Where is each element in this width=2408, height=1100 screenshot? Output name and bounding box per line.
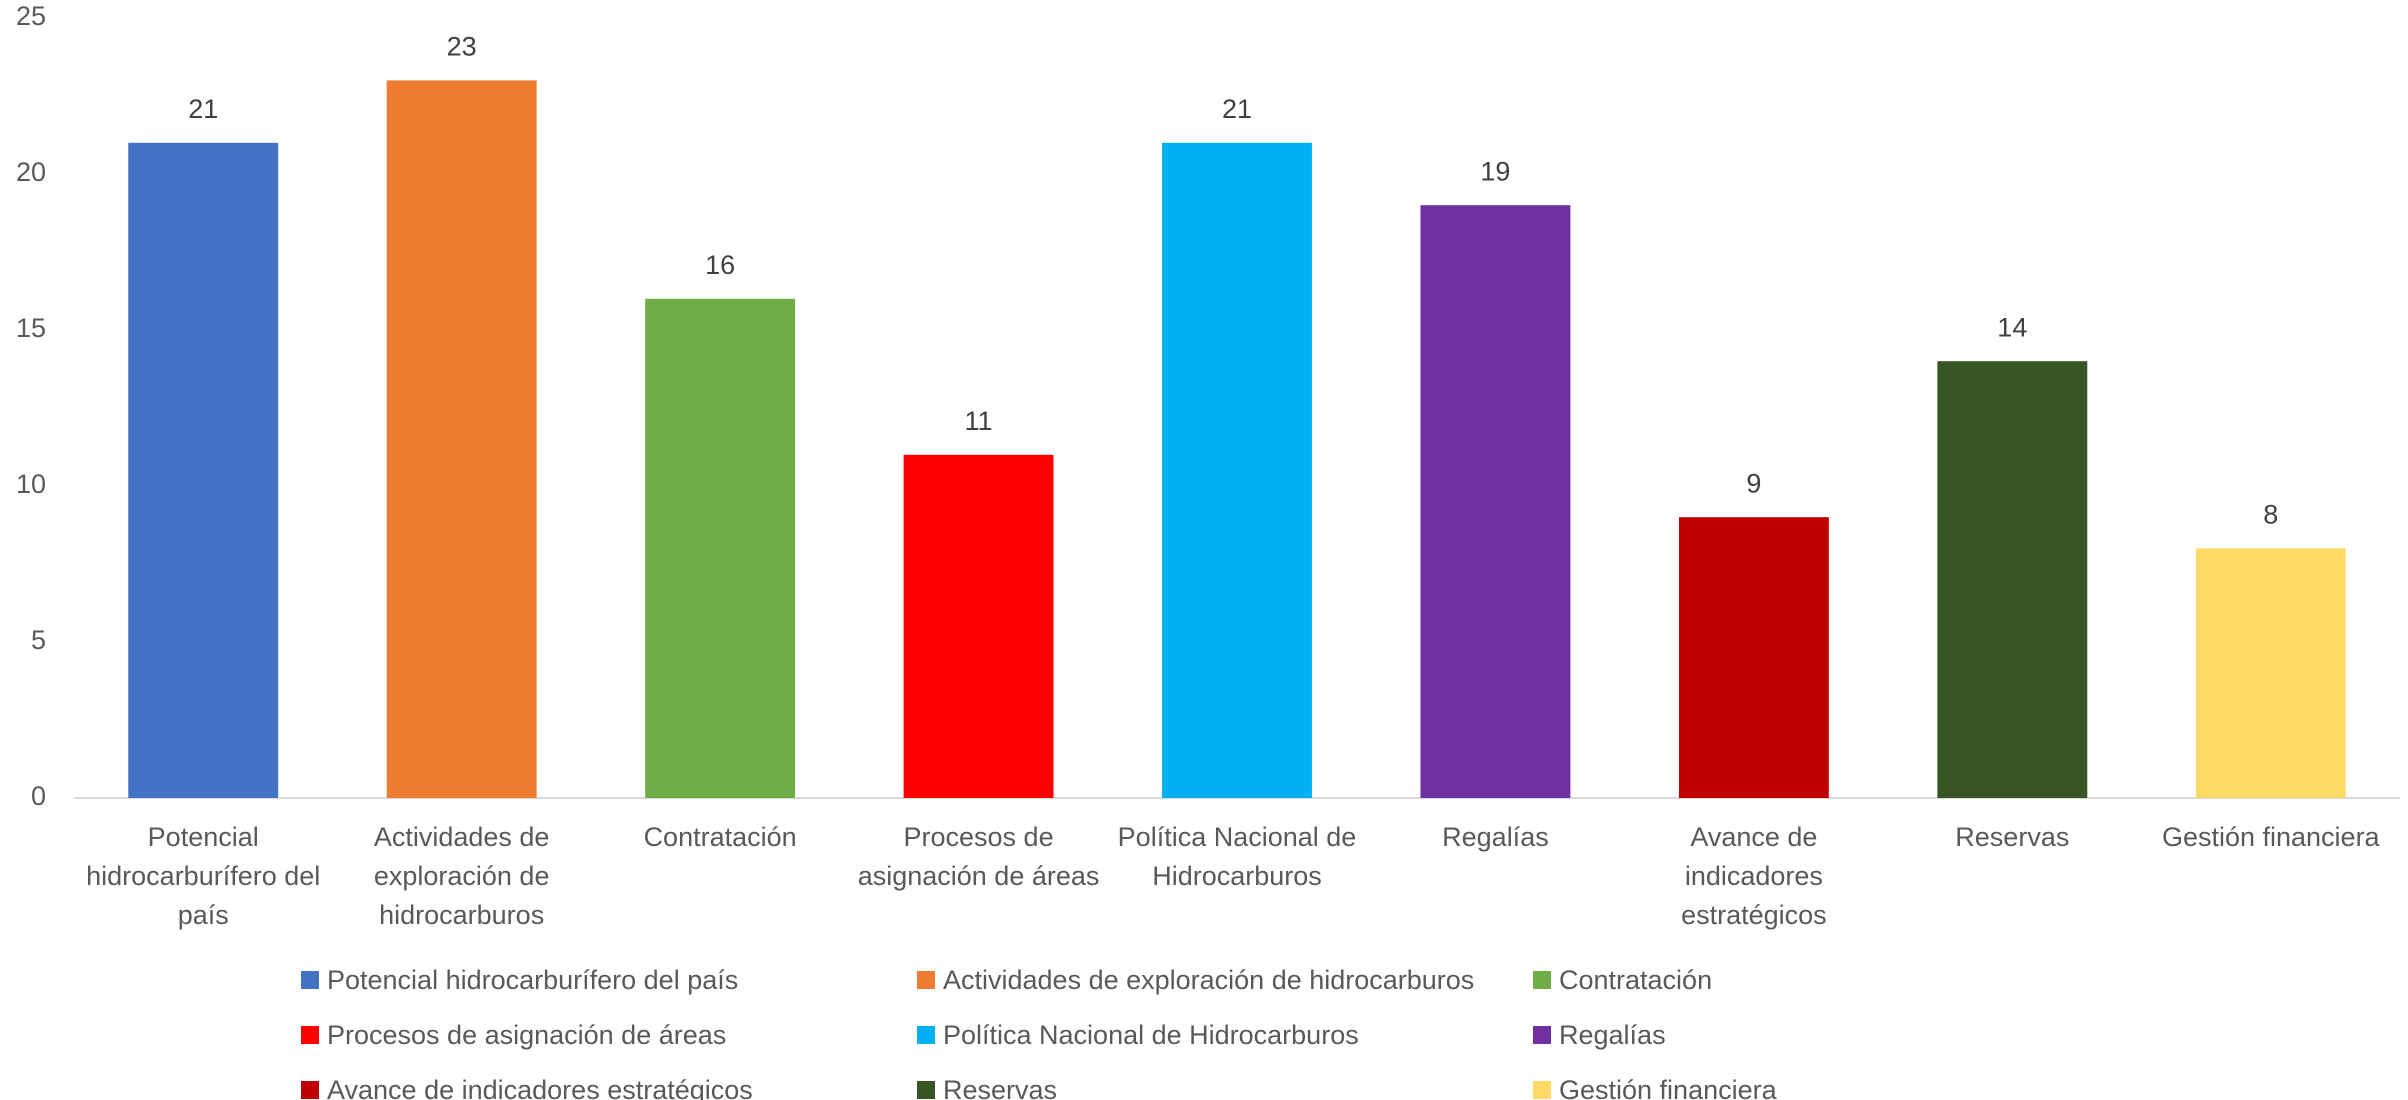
legend-label: Reservas xyxy=(943,1074,1058,1100)
x-tick-label: Potencial hidrocarburífero del país xyxy=(86,822,321,930)
legend-label: Regalías xyxy=(1559,1019,1666,1050)
legend-label: Potencial hidrocarburífero del país xyxy=(327,964,739,995)
x-tick-label: Regalías xyxy=(1442,822,1549,852)
legend-swatch xyxy=(301,971,319,989)
value-label: 16 xyxy=(705,250,735,280)
legend-swatch xyxy=(301,1081,319,1099)
value-label: 19 xyxy=(1480,156,1510,186)
legend-item: Avance de indicadores estratégicos xyxy=(301,1072,753,1100)
value-label: 11 xyxy=(965,406,993,436)
value-label: 23 xyxy=(447,32,477,62)
y-tick-label: 20 xyxy=(16,157,46,187)
y-tick-label: 10 xyxy=(16,469,46,499)
legend-label: Actividades de exploración de hidrocarbu… xyxy=(943,964,1475,995)
legend-item: Regalías xyxy=(1533,1017,1666,1053)
legend-label: Contratación xyxy=(1559,964,1713,995)
legend-swatch xyxy=(1533,1081,1551,1099)
value-label: 21 xyxy=(1222,94,1252,124)
x-tick-label: Avance de indicadores estratégicos xyxy=(1681,822,1827,930)
y-tick-label: 5 xyxy=(31,625,46,655)
bar xyxy=(2195,548,2346,798)
bar xyxy=(1162,142,1312,799)
bar xyxy=(386,80,537,798)
legend-item: Contratación xyxy=(1533,962,1712,998)
value-label: 8 xyxy=(2263,500,2278,530)
x-tick-label: Actividades de exploración de hidrocarbu… xyxy=(373,822,550,930)
bar xyxy=(645,298,796,798)
legend-swatch xyxy=(917,971,935,989)
legend-item: Actividades de exploración de hidrocarbu… xyxy=(917,962,1474,998)
legend-swatch xyxy=(1533,971,1551,989)
bar xyxy=(1678,517,1829,798)
legend-swatch xyxy=(1533,1026,1551,1044)
x-tick-label: Reservas xyxy=(1955,822,2070,852)
x-tick-label: Política Nacional de Hidrocarburos xyxy=(1117,822,1357,891)
bar xyxy=(903,454,1054,798)
bar xyxy=(1937,361,2088,798)
y-tick-label: 0 xyxy=(31,781,46,811)
legend-item: Reservas xyxy=(917,1072,1057,1100)
value-label: 21 xyxy=(188,94,218,124)
legend-item: Procesos de asignación de áreas xyxy=(301,1017,726,1053)
legend-item: Gestión financiera xyxy=(1533,1072,1777,1100)
legend-swatch xyxy=(301,1026,319,1044)
legend-swatch xyxy=(917,1081,935,1099)
x-tick-label: Gestión financiera xyxy=(2161,822,2380,852)
legend-swatch xyxy=(917,1026,935,1044)
value-label: 9 xyxy=(1746,468,1761,498)
y-tick-label: 15 xyxy=(16,313,46,343)
bar xyxy=(128,142,279,799)
legend-item: Política Nacional de Hidrocarburos xyxy=(917,1017,1359,1053)
legend-label: Avance de indicadores estratégicos xyxy=(327,1074,753,1100)
legend-label: Política Nacional de Hidrocarburos xyxy=(943,1019,1359,1050)
legend-label: Gestión financiera xyxy=(1559,1074,1777,1100)
x-tick-label: Procesos de asignación de áreas xyxy=(857,822,1100,891)
legend-label: Procesos de asignación de áreas xyxy=(327,1019,727,1050)
legend-item: Potencial hidrocarburífero del país xyxy=(301,962,738,998)
x-tick-label: Contratación xyxy=(643,822,797,852)
bar xyxy=(1420,205,1571,798)
y-tick-label: 25 xyxy=(16,1,46,31)
value-label: 14 xyxy=(1997,312,2027,342)
